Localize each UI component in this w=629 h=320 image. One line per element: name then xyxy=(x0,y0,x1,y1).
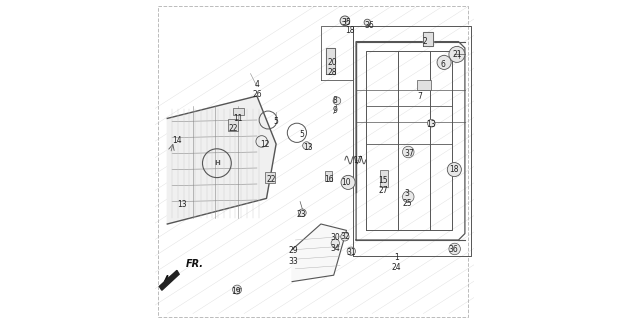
Text: 4
26: 4 26 xyxy=(252,80,262,99)
Text: 5: 5 xyxy=(299,130,304,139)
Text: 3
25: 3 25 xyxy=(403,189,412,208)
Bar xyxy=(417,80,431,90)
Text: 6: 6 xyxy=(440,60,445,68)
Text: 14: 14 xyxy=(172,136,182,145)
Polygon shape xyxy=(159,270,179,290)
Polygon shape xyxy=(167,96,276,224)
Circle shape xyxy=(403,146,414,158)
Text: 17: 17 xyxy=(353,156,362,164)
Circle shape xyxy=(299,209,306,217)
Text: 8
9: 8 9 xyxy=(333,96,338,115)
Bar xyxy=(233,108,244,115)
Text: 20
28: 20 28 xyxy=(327,58,337,77)
Text: 18: 18 xyxy=(345,26,355,45)
Text: 13: 13 xyxy=(303,143,313,152)
Text: 10: 10 xyxy=(342,178,352,187)
Text: H: H xyxy=(214,160,220,166)
Text: 18: 18 xyxy=(449,165,459,174)
Text: 22: 22 xyxy=(267,175,276,184)
Circle shape xyxy=(333,97,341,105)
Text: 5: 5 xyxy=(274,117,279,126)
Text: 19: 19 xyxy=(231,287,241,296)
Text: 37: 37 xyxy=(404,149,414,158)
Text: 29
33: 29 33 xyxy=(289,246,299,266)
Circle shape xyxy=(303,142,310,149)
Text: 36: 36 xyxy=(364,21,374,30)
Text: 2: 2 xyxy=(423,37,427,46)
Text: 13: 13 xyxy=(177,200,187,209)
Circle shape xyxy=(341,233,349,241)
Circle shape xyxy=(331,239,340,247)
Text: 22: 22 xyxy=(228,124,238,132)
Text: 7: 7 xyxy=(418,92,423,100)
Circle shape xyxy=(364,19,370,26)
Polygon shape xyxy=(423,32,433,46)
Circle shape xyxy=(449,46,465,62)
Circle shape xyxy=(347,247,355,255)
Text: 15
27: 15 27 xyxy=(379,176,388,195)
Bar xyxy=(380,170,388,187)
Text: 13: 13 xyxy=(426,120,436,129)
Circle shape xyxy=(403,191,414,203)
Bar xyxy=(325,171,331,181)
Text: 30
34: 30 34 xyxy=(330,234,340,253)
Text: 23: 23 xyxy=(297,210,306,219)
Circle shape xyxy=(341,175,355,189)
Text: 11: 11 xyxy=(233,114,242,123)
Text: 16: 16 xyxy=(324,175,334,184)
Circle shape xyxy=(437,55,451,69)
Circle shape xyxy=(428,119,435,127)
Text: 1
24: 1 24 xyxy=(391,253,401,272)
Bar xyxy=(228,119,238,131)
Circle shape xyxy=(449,243,460,255)
Circle shape xyxy=(447,163,462,177)
Text: 12: 12 xyxy=(260,140,270,148)
Text: FR.: FR. xyxy=(186,259,204,269)
Text: 21: 21 xyxy=(452,50,462,59)
Circle shape xyxy=(233,285,242,294)
Circle shape xyxy=(340,16,350,26)
Polygon shape xyxy=(292,224,347,282)
Text: 32: 32 xyxy=(340,232,350,241)
Bar xyxy=(265,172,274,183)
Text: 35: 35 xyxy=(342,18,352,27)
Text: 36: 36 xyxy=(449,245,459,254)
Polygon shape xyxy=(326,48,335,74)
Text: 31: 31 xyxy=(347,248,356,257)
